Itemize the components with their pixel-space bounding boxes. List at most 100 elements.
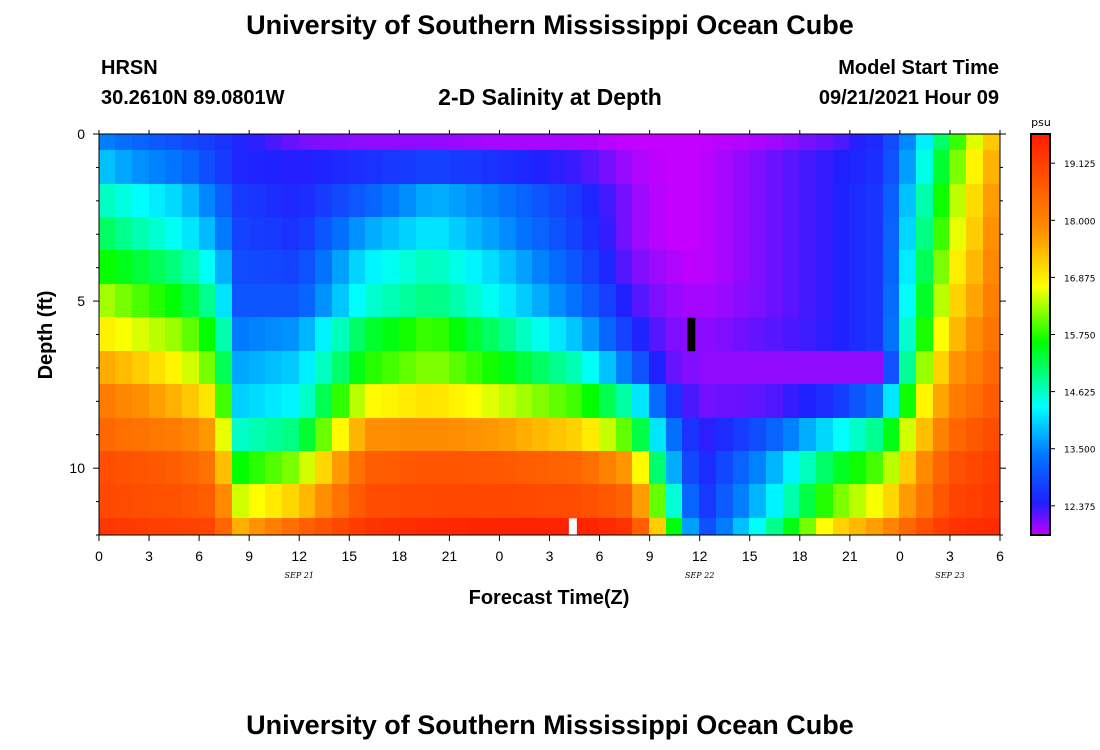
heatmap-cell (416, 150, 434, 186)
heatmap-cell (916, 484, 935, 520)
heatmap-cell (182, 284, 201, 319)
heatmap-cell (315, 451, 334, 486)
x-axis-label: Forecast Time(Z) (469, 587, 630, 609)
heatmap-cell (499, 134, 518, 152)
heatmap-cell (616, 134, 634, 152)
heatmap-cell (632, 384, 651, 420)
heatmap-cell (566, 384, 584, 420)
heatmap-cell (382, 217, 401, 252)
heatmap-cell (616, 518, 634, 536)
heatmap-cell (199, 184, 217, 219)
heatmap-cell (99, 317, 117, 353)
heatmap-cell (332, 317, 351, 353)
heatmap-cell (549, 518, 568, 536)
heatmap-cell (549, 134, 568, 152)
heatmap-cell (265, 217, 284, 252)
heatmap-cell (682, 484, 701, 520)
heatmap-cell (449, 518, 468, 536)
heatmap-cell (849, 284, 868, 319)
heatmap-cell (616, 250, 634, 286)
heatmap-cell (766, 384, 785, 420)
heatmap-cell (649, 150, 668, 186)
footer-title: University of Southern Mississippi Ocean… (246, 710, 854, 740)
heatmap-cell (165, 451, 184, 486)
heatmap-cell (566, 484, 584, 520)
heatmap-cell (532, 184, 551, 219)
heatmap-cell (966, 518, 985, 536)
heatmap-cell (733, 317, 751, 353)
heatmap-cell (332, 518, 351, 536)
heatmap-cell (115, 250, 134, 286)
heatmap-cell (899, 518, 918, 536)
heatmap-cell (299, 184, 317, 219)
heatmap-cell (649, 284, 668, 319)
heatmap-cell (716, 184, 735, 219)
heatmap-cell (916, 284, 935, 319)
heatmap-cell (933, 451, 951, 486)
heatmap-cell (482, 484, 501, 520)
heatmap-cell (783, 518, 801, 536)
heatmap-cell (816, 384, 835, 420)
heatmap-cell (115, 518, 134, 536)
heatmap-cell (883, 484, 901, 520)
heatmap-cell (949, 484, 968, 520)
heatmap-cell (733, 451, 751, 486)
heatmap-cell (933, 384, 951, 420)
heatmap-cell (682, 250, 701, 286)
heatmap-cell (716, 484, 735, 520)
heatmap-cell (449, 384, 468, 420)
heatmap-cell (349, 150, 367, 186)
heatmap-cell (466, 451, 484, 486)
heatmap-cell (182, 518, 201, 536)
heatmap-cell (282, 250, 301, 286)
heatmap-cell (399, 518, 418, 536)
heatmap-cell (499, 317, 518, 353)
heatmap-cell (699, 418, 718, 453)
heatmap-cell (933, 284, 951, 319)
heatmap-cell (949, 418, 968, 453)
heatmap-cell (149, 150, 167, 186)
heatmap-cell (799, 250, 818, 286)
heatmap-cell (382, 351, 401, 386)
heatmap-cell (766, 418, 785, 453)
heatmap-cell (666, 351, 684, 386)
heatmap-cell (716, 518, 735, 536)
heatmap-cell (632, 250, 651, 286)
heatmap-cell (482, 451, 501, 486)
plot-title: 2-D Salinity at Depth (438, 84, 662, 110)
heatmap-cell (983, 384, 1001, 420)
heatmap-cell (916, 217, 935, 252)
heatmap-cell (749, 351, 768, 386)
heatmap-cell (666, 418, 684, 453)
heatmap-cell (716, 250, 735, 286)
x-tick-label: 0 (95, 548, 103, 564)
heatmap-cell (182, 134, 201, 152)
heatmap-cell (916, 351, 935, 386)
heatmap-cell (949, 150, 968, 186)
heatmap-cell (315, 217, 334, 252)
heatmap-cell (783, 150, 801, 186)
heatmap-cell (949, 384, 968, 420)
heatmap-cell (132, 484, 151, 520)
heatmap-cell (482, 217, 501, 252)
heatmap-cell (733, 384, 751, 420)
heatmap-cell (566, 134, 584, 152)
heatmap-cell (149, 284, 167, 319)
heatmap-cell (215, 250, 234, 286)
heatmap-cell (883, 418, 901, 453)
heatmap-cell (966, 284, 985, 319)
heatmap-cell (416, 518, 434, 536)
heatmap-cell (466, 184, 484, 219)
colorbar-tick-label: 12.375 (1064, 503, 1096, 513)
heatmap-cell (299, 150, 317, 186)
heatmap-cell (599, 451, 618, 486)
heatmap-cell (632, 150, 651, 186)
heatmap-cell (399, 384, 418, 420)
heatmap-cell (516, 418, 534, 453)
x-tick-label: 18 (792, 548, 808, 564)
heatmap-cell (766, 134, 785, 152)
heatmap-cell (232, 317, 251, 353)
heatmap-cell (282, 217, 301, 252)
heatmap-cell (516, 217, 534, 252)
heatmap-cell (566, 150, 584, 186)
